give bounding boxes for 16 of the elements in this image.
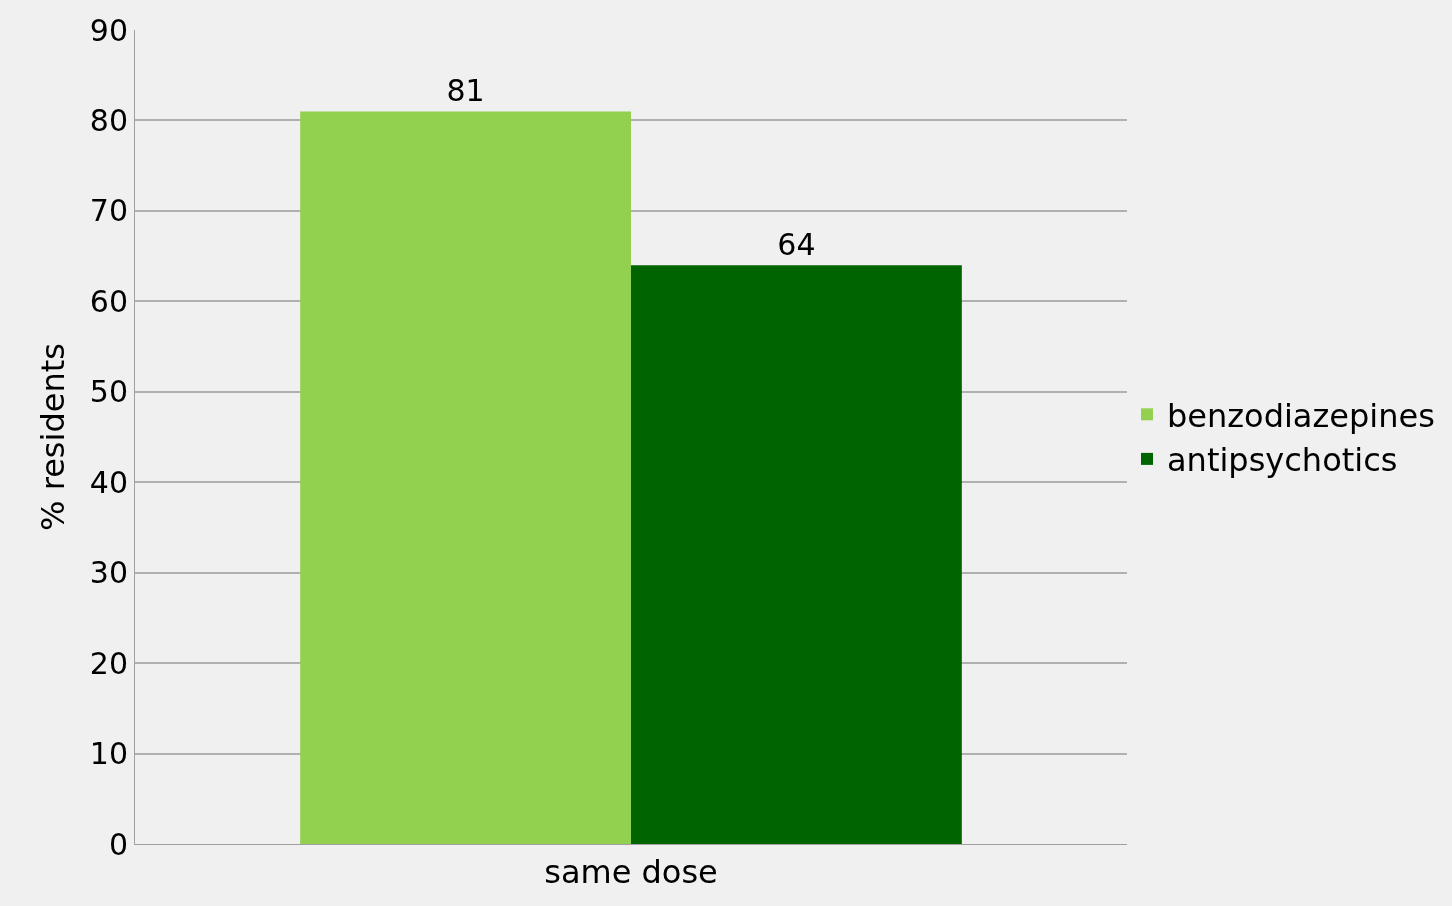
legend-label: benzodiazepines <box>1167 396 1435 435</box>
x-tick-label: same dose <box>544 853 718 892</box>
data-label: 81 <box>446 73 485 109</box>
y-axis-title: % residents <box>34 343 73 531</box>
legend-label: antipsychotics <box>1167 441 1398 480</box>
y-tick-label: 80 <box>89 102 128 138</box>
y-tick-label: 70 <box>89 193 128 229</box>
data-label: 64 <box>777 227 816 263</box>
y-tick-label: 0 <box>108 826 128 862</box>
y-tick-label: 60 <box>89 283 128 319</box>
y-tick-label: 40 <box>89 464 128 500</box>
y-tick-label: 90 <box>89 12 128 48</box>
y-tick-label: 50 <box>89 374 128 410</box>
y-tick-label: 10 <box>89 736 128 772</box>
y-tick-label: 20 <box>89 645 128 681</box>
y-tick-label: 30 <box>89 555 128 591</box>
